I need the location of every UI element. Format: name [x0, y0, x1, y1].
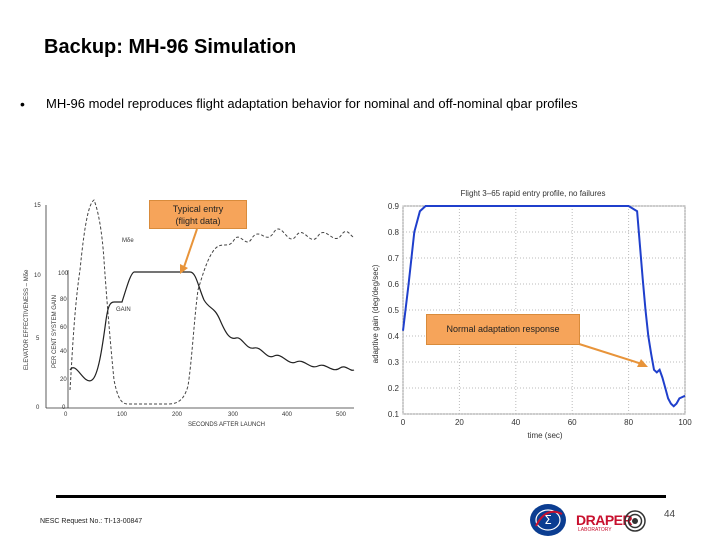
simulation-chart-title: Flight 3–65 rapid entry profile, no fail…: [461, 189, 606, 198]
simulation-chart-ytick: 0.6: [388, 280, 400, 289]
draper-logo-text: DRAPER: [576, 512, 633, 528]
left-chart-xtick: 100: [117, 412, 128, 418]
left-chart-xtick: 200: [172, 412, 183, 418]
left-chart-mde-curve: [69, 199, 355, 405]
left-chart-label-gain: GAIN: [116, 307, 131, 313]
callout-typical-line1: Typical entry: [172, 204, 224, 214]
left-chart-ytick-outer: 10: [34, 273, 41, 279]
left-chart: ELEVATOR EFFECTIVENESS – Mδe PER CENT SY…: [24, 199, 355, 428]
bullet-marker: •: [20, 96, 25, 112]
simulation-chart-ytick: 0.5: [388, 306, 400, 315]
left-chart-xtick: 400: [282, 412, 293, 418]
left-chart-xtick: 500: [336, 412, 347, 418]
callout-normal-label: Normal adaptation response: [446, 324, 560, 334]
left-chart-ytick-inner: 60: [60, 325, 67, 331]
simulation-chart-ytick: 0.4: [388, 332, 400, 341]
callout-typical-entry: Typical entry (flight data): [149, 200, 247, 229]
left-chart-ytick-outer: 15: [34, 203, 41, 209]
simulation-chart-ytick: 0.9: [388, 202, 400, 211]
left-chart-xtick: 300: [228, 412, 239, 418]
callout-typical-line2: (flight data): [175, 216, 221, 226]
left-chart-ylabel-inner: PER CENT SYSTEM GAIN: [52, 295, 58, 368]
simulation-chart: 0 20 40 60 80 1000.10.20.30.40.50.60.70.80.9 …: [371, 189, 692, 440]
left-chart-ytick-outer: 5: [36, 336, 40, 342]
nasa-nesc-logo-icon: Σ: [530, 504, 566, 536]
simulation-chart-xtick: 0: [401, 418, 406, 427]
draper-target-icon: [624, 510, 646, 532]
left-chart-xtick: 0: [64, 412, 68, 418]
left-chart-ytick-outer: 0: [36, 405, 40, 411]
left-chart-label-mde: Mδe: [122, 238, 134, 244]
simulation-chart-ylabel: adaptive gain (deg/deg/sec): [371, 264, 380, 363]
arrow-head-normal: [637, 359, 648, 367]
arrow-head-typical: [180, 264, 188, 274]
arrow-typical-entry: [182, 228, 198, 271]
simulation-chart-ytick: 0.7: [388, 254, 400, 263]
simulation-chart-line: [402, 205, 686, 408]
simulation-chart-xtick: 40: [511, 418, 520, 427]
simulation-chart-ytick: 0.2: [388, 384, 400, 393]
slide-title: Backup: MH-96 Simulation: [44, 36, 297, 58]
footer-request-number: NESC Request No.: TI-13-00847: [40, 518, 143, 525]
callout-normal-adaptation: Normal adaptation response: [426, 314, 580, 345]
left-chart-ytick-inner: 20: [60, 377, 67, 383]
simulation-chart-ytick: 0.3: [388, 358, 400, 367]
left-chart-ytick-inner: 40: [60, 349, 67, 355]
draper-logo-subtext: LABORATORY: [578, 527, 612, 533]
simulation-chart-ytick: 0.1: [388, 410, 400, 419]
simulation-chart-xlabel: time (sec): [527, 431, 562, 440]
simulation-chart-ytick: 0.8: [388, 228, 400, 237]
left-chart-xlabel: SECONDS AFTER LAUNCH: [188, 422, 265, 428]
simulation-chart-xtick: 80: [624, 418, 633, 427]
page-number: 44: [664, 509, 676, 520]
svg-text:Σ: Σ: [544, 513, 552, 527]
simulation-chart-xtick: 100: [678, 418, 692, 427]
left-chart-gain-curve: [69, 271, 355, 382]
simulation-chart-xtick: 60: [568, 418, 577, 427]
arrow-normal-adaptation: [575, 342, 643, 365]
left-chart-ytick-inner: 100: [58, 271, 69, 277]
left-chart-ylabel-outer: ELEVATOR EFFECTIVENESS – Mδe: [24, 269, 30, 370]
bullet-text: MH-96 model reproduces flight adaptation…: [46, 96, 578, 111]
footer-divider: [56, 495, 666, 498]
simulation-chart-ticks: 0 20 40 60 80 100 0.1 0.2 0.3 0.4 0.5 0.6 0.7 0.8 0.9: [388, 202, 692, 427]
simulation-chart-xtick: 20: [455, 418, 464, 427]
left-chart-ytick-inner: 80: [60, 297, 67, 303]
